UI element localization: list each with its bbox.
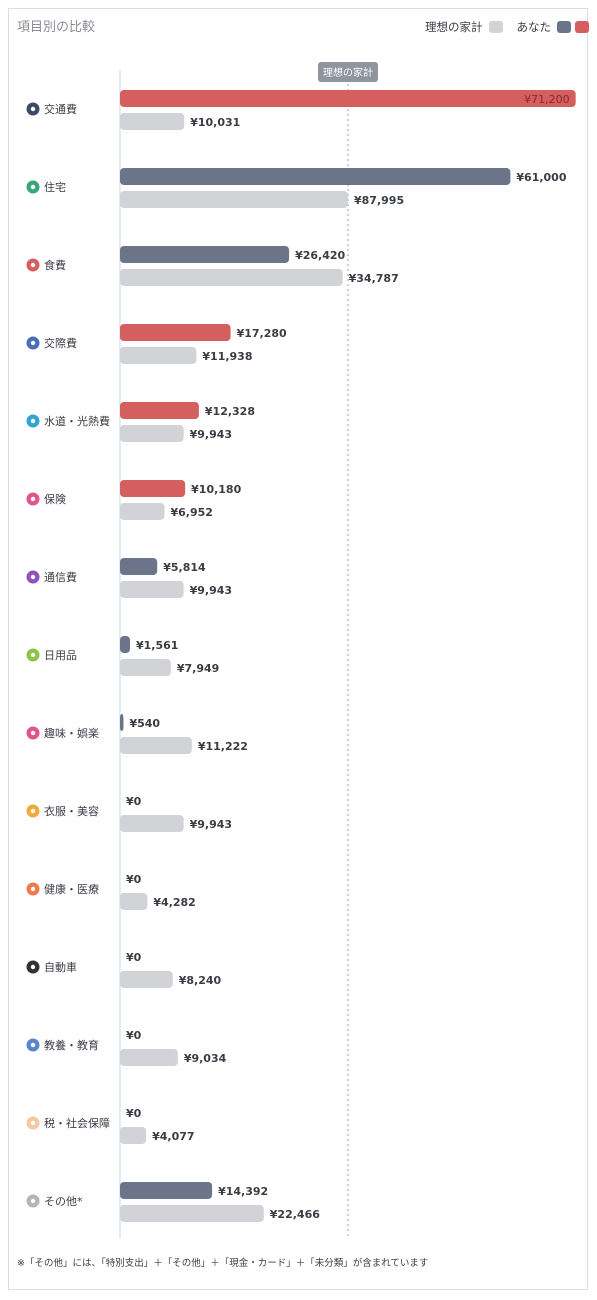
- you-bar: [120, 246, 290, 263]
- ideal-value-label: ¥4,282: [153, 896, 195, 909]
- category-label: 保険: [44, 492, 66, 506]
- ellipsis-icon-glyph: [30, 1198, 36, 1204]
- you-value-label: ¥1,561: [136, 639, 178, 652]
- brush-icon-glyph: [30, 652, 36, 658]
- category-label: その他*: [44, 1195, 83, 1208]
- people-icon-glyph: [30, 340, 36, 346]
- category-label: 交際費: [44, 336, 77, 350]
- footnote: ※「その他」には、「特別支出」＋「その他」＋「現金・カード」＋「未分類」が含まれ…: [17, 1258, 429, 1269]
- you-bar: [120, 636, 130, 653]
- legend-ideal-swatch: [488, 21, 503, 33]
- ideal-value-label: ¥11,938: [202, 350, 252, 363]
- category-label: 水道・光熱費: [44, 414, 110, 428]
- ideal-bar: [120, 425, 184, 442]
- ideal-value-label: ¥4,077: [152, 1130, 194, 1143]
- you-value-label: ¥0: [126, 1107, 142, 1120]
- you-bar: [120, 90, 576, 107]
- you-bar: [120, 324, 231, 341]
- ideal-value-label: ¥22,466: [270, 1208, 320, 1221]
- you-bar: [120, 1182, 213, 1199]
- you-value-label: ¥61,000: [516, 171, 566, 184]
- ideal-bar: [120, 893, 148, 910]
- ideal-bar: [120, 815, 184, 832]
- home-icon-glyph: [30, 184, 36, 190]
- ideal-marker-label: 理想の家計: [323, 66, 373, 79]
- you-bar: [120, 558, 158, 575]
- category-label: 日用品: [44, 649, 77, 662]
- you-value-label: ¥0: [126, 795, 142, 808]
- ideal-bar: [120, 581, 184, 598]
- category-label: 住宅: [44, 180, 66, 194]
- you-value-label: ¥5,814: [163, 561, 206, 574]
- legend-ideal-label: 理想の家計: [425, 20, 483, 34]
- legend-you-label: あなた: [516, 20, 552, 34]
- ideal-value-label: ¥9,034: [184, 1052, 227, 1065]
- you-value-label: ¥0: [126, 951, 142, 964]
- ideal-value-label: ¥11,222: [198, 740, 248, 753]
- category-label: 健康・医療: [44, 882, 99, 896]
- ideal-bar: [120, 347, 197, 364]
- plus-cross-icon-glyph: [30, 886, 36, 892]
- category-label: 衣服・美容: [44, 804, 99, 818]
- ideal-bar: [120, 191, 348, 208]
- category-label: 税・社会保障: [44, 1116, 110, 1130]
- comparison-card: [8, 8, 588, 1290]
- you-bar: [120, 402, 199, 419]
- legend-you-under-swatch: [557, 21, 571, 33]
- category-label: 通信費: [44, 570, 77, 584]
- you-bar: [120, 480, 186, 497]
- you-bar: [120, 714, 124, 731]
- category-label: 交通費: [44, 102, 77, 116]
- ideal-bar: [120, 1205, 264, 1222]
- ideal-value-label: ¥7,949: [177, 662, 219, 675]
- you-bar: [120, 168, 511, 185]
- ideal-value-label: ¥10,031: [190, 116, 240, 129]
- legend: 理想の家計 あなた: [425, 19, 589, 35]
- chart-title: 項目別の比較: [17, 20, 96, 35]
- train-icon-glyph: [30, 106, 36, 112]
- faucet-icon-glyph: [30, 418, 36, 424]
- shield-icon-glyph: [30, 496, 36, 502]
- ideal-marker-badge: [318, 62, 378, 82]
- ideal-value-label: ¥34,787: [349, 272, 399, 285]
- ideal-value-label: ¥9,943: [190, 818, 232, 831]
- you-value-label: ¥17,280: [237, 327, 287, 340]
- book-icon-glyph: [30, 1042, 36, 1048]
- ideal-value-label: ¥87,995: [354, 194, 404, 207]
- you-value-label: ¥12,328: [205, 405, 255, 418]
- ideal-bar: [120, 503, 165, 520]
- category-label: 食費: [44, 258, 66, 272]
- trophy-icon-glyph: [30, 808, 36, 814]
- ideal-bar: [120, 269, 343, 286]
- ideal-bar: [120, 737, 192, 754]
- ideal-value-label: ¥6,952: [170, 506, 212, 519]
- antenna-icon-glyph: [30, 574, 36, 580]
- ideal-bar: [120, 659, 171, 676]
- star-icon-glyph: [30, 730, 36, 736]
- you-value-label: ¥26,420: [295, 249, 345, 262]
- you-value-label: ¥14,392: [218, 1185, 268, 1198]
- ideal-bar: [120, 971, 173, 988]
- ideal-bar: [120, 1127, 147, 1144]
- ideal-value-label: ¥9,943: [190, 428, 232, 441]
- legend-you-over-swatch: [575, 21, 589, 33]
- ideal-bar: [120, 1049, 178, 1066]
- ideal-value-label: ¥8,240: [179, 974, 222, 987]
- ideal-bar: [120, 113, 185, 130]
- you-value-label: ¥540: [129, 717, 160, 730]
- you-value-label: ¥0: [126, 873, 142, 886]
- car-icon-glyph: [30, 964, 36, 970]
- ideal-value-label: ¥9,943: [190, 584, 232, 597]
- tax-icon-glyph: [30, 1120, 36, 1126]
- you-value-label: ¥71,200: [524, 93, 570, 106]
- category-label: 趣味・娯楽: [44, 726, 99, 740]
- you-value-label: ¥0: [126, 1029, 142, 1042]
- category-label: 自動車: [44, 960, 77, 974]
- category-label: 教養・教育: [44, 1038, 99, 1052]
- fork-knife-icon-glyph: [30, 262, 36, 268]
- you-value-label: ¥10,180: [191, 483, 241, 496]
